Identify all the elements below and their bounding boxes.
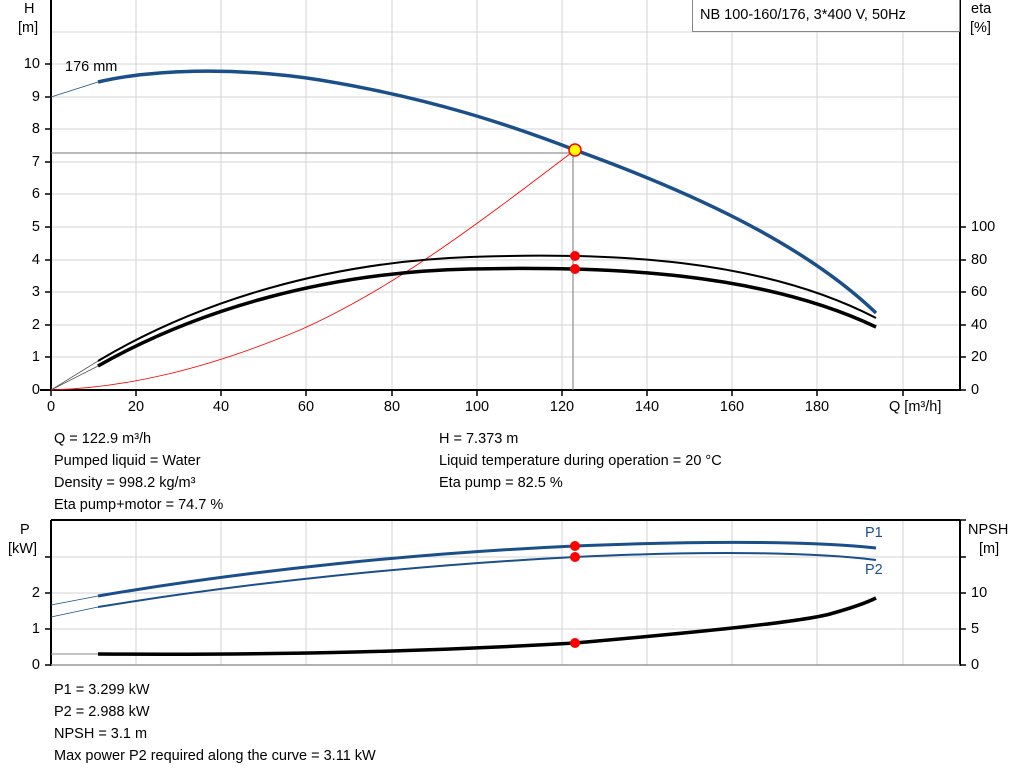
eta-pump-motor-value: Eta pump+motor = 74.7 % <box>54 497 224 513</box>
x-tick: 80 <box>383 399 401 415</box>
y2-tick: 0 <box>971 382 980 398</box>
x-tick: 160 <box>719 399 745 415</box>
p2-marker <box>570 552 580 562</box>
y-tick: 2 <box>31 317 40 333</box>
y2-tick: 60 <box>971 284 988 300</box>
y-right-label-unit: [%] <box>970 20 991 36</box>
npsh-value: NPSH = 3.1 m <box>54 726 148 742</box>
axes <box>40 0 961 391</box>
y-left-label-h: H <box>24 1 35 17</box>
y-tick: 10 <box>23 56 40 72</box>
y-tick: 9 <box>31 89 40 105</box>
p-tick: 0 <box>31 657 40 673</box>
max-power-value: Max power P2 required along the curve = … <box>54 748 376 764</box>
y-tick: 1 <box>31 349 40 365</box>
p-axis-unit: [kW] <box>8 541 37 557</box>
p1-value: P1 = 3.299 kW <box>54 682 150 698</box>
npsh-tick: 0 <box>971 657 980 673</box>
chart-title: NB 100-160/176, 3*400 V, 50Hz <box>700 7 906 23</box>
p1-curve <box>97 540 877 598</box>
pumped-liquid: Pumped liquid = Water <box>54 453 201 469</box>
y-left-label-unit: [m] <box>18 20 39 36</box>
y-tick: 6 <box>31 186 40 202</box>
p1-marker <box>570 541 580 551</box>
y-right-label-eta: eta <box>971 1 992 17</box>
eta-pump-marker <box>570 251 580 261</box>
npsh-curve <box>97 596 877 656</box>
x-axis-label: Q [m³/h] <box>889 399 942 415</box>
x-tick: 60 <box>297 399 315 415</box>
y2-tick: 40 <box>971 317 988 333</box>
y2-tick: 20 <box>971 349 988 365</box>
y-tick: 3 <box>31 284 40 300</box>
y-tick: 8 <box>31 121 40 137</box>
x-tick: 100 <box>464 399 490 415</box>
npsh-tick: 5 <box>971 621 980 637</box>
eta-pump-value: Eta pump = 82.5 % <box>439 475 563 491</box>
y-tick: 0 <box>31 382 40 398</box>
liquid-temperature: Liquid temperature during operation = 20… <box>439 453 722 469</box>
y2-tick: 80 <box>971 252 988 268</box>
head-value: H = 7.373 m <box>439 431 519 447</box>
y-tick: 4 <box>31 252 40 268</box>
x-tick: 20 <box>127 399 145 415</box>
y2-tick: 100 <box>971 219 996 235</box>
x-tick: 140 <box>634 399 660 415</box>
x-tick: 120 <box>549 399 575 415</box>
x-tick: 0 <box>46 399 56 415</box>
p-axis-label: P <box>20 522 30 538</box>
npsh-marker <box>570 638 580 648</box>
legend-p1: P1 <box>865 525 883 541</box>
x-tick: 180 <box>804 399 830 415</box>
density-value: Density = 998.2 kg/m³ <box>54 475 196 491</box>
p2-curve <box>97 552 877 608</box>
head-curve <box>97 69 878 315</box>
eta-pump-curve <box>97 254 877 362</box>
y-tick: 7 <box>31 154 40 170</box>
npsh-axis-label: NPSH <box>968 522 1009 538</box>
grid-lines <box>51 0 960 390</box>
p2-value: P2 = 2.988 kW <box>54 704 150 720</box>
duty-info-right: H = 7.373 m Liquid temperature during op… <box>439 428 722 494</box>
npsh-axis-unit: [m] <box>979 541 1000 557</box>
power-info: P1 = 3.299 kW P2 = 2.988 kW NPSH = 3.1 m… <box>54 679 376 767</box>
p-tick: 2 <box>31 585 40 601</box>
flow-value: Q = 122.9 m³/h <box>54 431 152 447</box>
eta-pump-motor-marker <box>570 264 580 274</box>
grid-lines <box>51 520 960 665</box>
eta-pump-motor-curve <box>97 266 877 368</box>
p-tick: 1 <box>31 621 40 637</box>
y-tick: 5 <box>31 219 40 235</box>
x-tick: 40 <box>212 399 230 415</box>
legend-p2: P2 <box>865 562 883 578</box>
impeller-label: 176 mm <box>65 59 118 75</box>
duty-point-marker <box>568 143 582 157</box>
chart-title-box: NB 100-160/176, 3*400 V, 50Hz <box>692 0 960 32</box>
npsh-tick: 10 <box>971 585 988 601</box>
duty-info-left: Q = 122.9 m³/h Pumped liquid = Water Den… <box>54 428 223 516</box>
system-curve <box>50 149 576 391</box>
head-efficiency-chart <box>40 0 966 396</box>
